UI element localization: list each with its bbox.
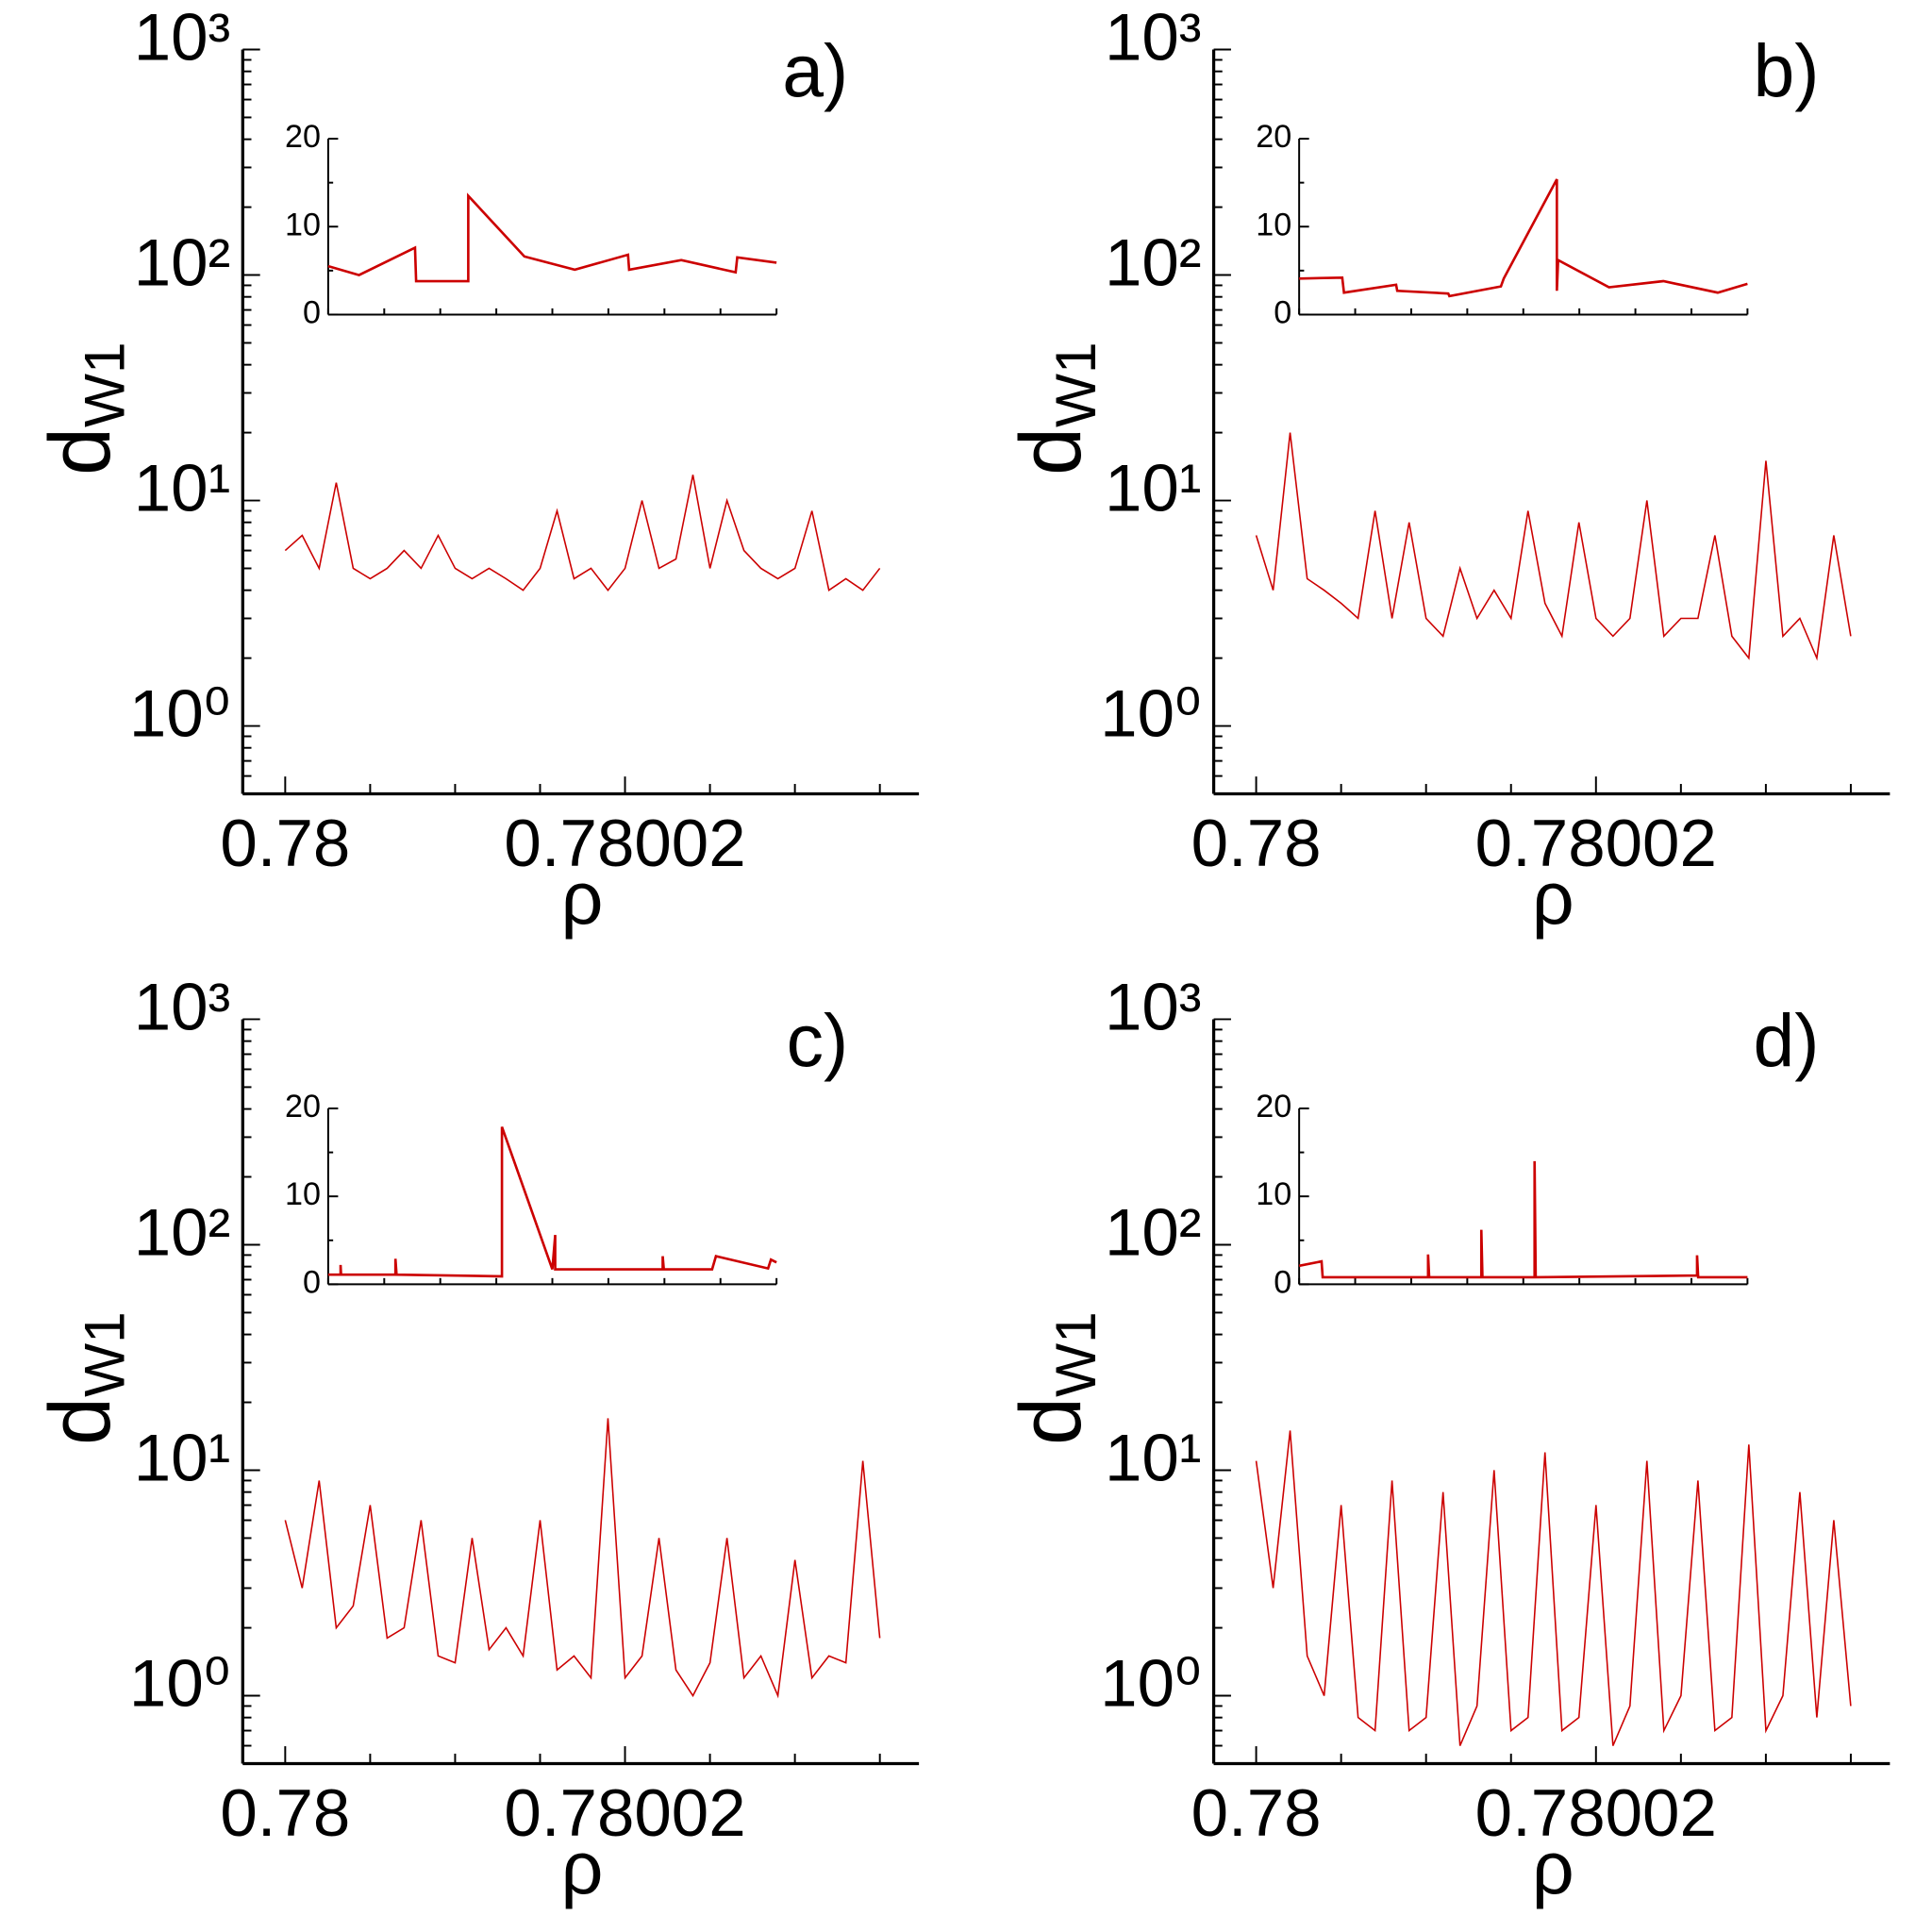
y-tick-label: 10³ — [1105, 0, 1201, 75]
x-tick-label: 0.78 — [1191, 1776, 1322, 1851]
x-tick-label: 0.78002 — [1475, 807, 1717, 881]
y-axis-label: dW1 — [32, 1311, 136, 1445]
inset-y-tick-label: 10 — [285, 1176, 321, 1212]
y-tick-label: 10³ — [134, 970, 230, 1044]
x-tick-label: 0.78002 — [504, 1776, 745, 1851]
panel-label: b) — [1754, 29, 1820, 112]
y-axis-label-main: d — [1003, 427, 1099, 475]
inset-line — [1298, 1160, 1748, 1279]
inset-y-tick-label: 20 — [1256, 1089, 1291, 1124]
y-tick-label: 10¹ — [134, 451, 230, 525]
x-axis-label: ρ — [1532, 1826, 1574, 1909]
inset-y-tick-label: 10 — [285, 207, 321, 242]
panel-label: c) — [787, 999, 849, 1082]
x-tick-label: 0.78 — [220, 807, 350, 881]
y-tick-label: 10⁰ — [129, 1646, 230, 1721]
y-axis-label-main: d — [32, 427, 128, 475]
inset-y-tick-label: 10 — [1256, 207, 1291, 242]
y-axis-label-main: d — [1003, 1397, 1099, 1445]
y-axis-label-subscript: W1 — [72, 1311, 136, 1397]
y-axis-label: dW1 — [1003, 1311, 1107, 1445]
panel-label: a) — [782, 29, 848, 112]
inset-y-tick-label: 0 — [303, 294, 321, 330]
data-line — [1255, 432, 1852, 661]
y-tick-label: 10¹ — [1105, 451, 1201, 525]
y-axis-label-subscript: W1 — [72, 341, 136, 427]
y-tick-label: 10⁰ — [129, 676, 230, 751]
x-axis-label: ρ — [561, 1826, 604, 1909]
y-axis-label: dW1 — [1003, 341, 1107, 475]
inset-y-tick-label: 0 — [1274, 1264, 1291, 1300]
x-tick-label: 0.78002 — [504, 807, 745, 881]
y-axis-label-subscript: W1 — [1043, 341, 1108, 427]
inset-line — [327, 192, 777, 283]
inset-y-tick-label: 0 — [303, 1264, 321, 1300]
y-tick-label: 10¹ — [1105, 1421, 1201, 1495]
y-tick-label: 10² — [134, 225, 230, 300]
inset-y-tick-label: 10 — [1256, 1176, 1291, 1212]
x-tick-label: 0.78002 — [1475, 1776, 1717, 1851]
x-tick-label: 0.78 — [220, 1776, 350, 1851]
x-axis-label: ρ — [1532, 857, 1574, 940]
y-axis-label: dW1 — [32, 341, 136, 475]
y-axis-label-main: d — [32, 1397, 128, 1445]
inset-y-tick-label: 20 — [1256, 119, 1291, 155]
inset-line — [1299, 178, 1748, 298]
x-axis-label: ρ — [561, 857, 604, 940]
x-tick-label: 0.78 — [1191, 807, 1322, 881]
inset-y-tick-label: 20 — [285, 119, 321, 155]
data-line — [1255, 1430, 1852, 1746]
y-tick-label: 10⁰ — [1100, 676, 1201, 751]
data-line — [284, 475, 881, 591]
inset-y-tick-label: 20 — [285, 1089, 321, 1124]
panel-label: d) — [1754, 999, 1820, 1082]
y-tick-label: 10² — [1105, 1195, 1201, 1270]
inset-line — [327, 1126, 777, 1278]
y-tick-label: 10³ — [134, 0, 230, 75]
y-axis-label-subscript: W1 — [1043, 1311, 1108, 1397]
data-line — [284, 1418, 881, 1699]
y-tick-label: 10⁰ — [1100, 1646, 1201, 1721]
y-tick-label: 10¹ — [134, 1421, 230, 1495]
y-tick-label: 10³ — [1105, 970, 1201, 1044]
y-tick-label: 10² — [1105, 225, 1201, 300]
y-tick-label: 10² — [134, 1195, 230, 1270]
inset-y-tick-label: 0 — [1274, 294, 1291, 330]
